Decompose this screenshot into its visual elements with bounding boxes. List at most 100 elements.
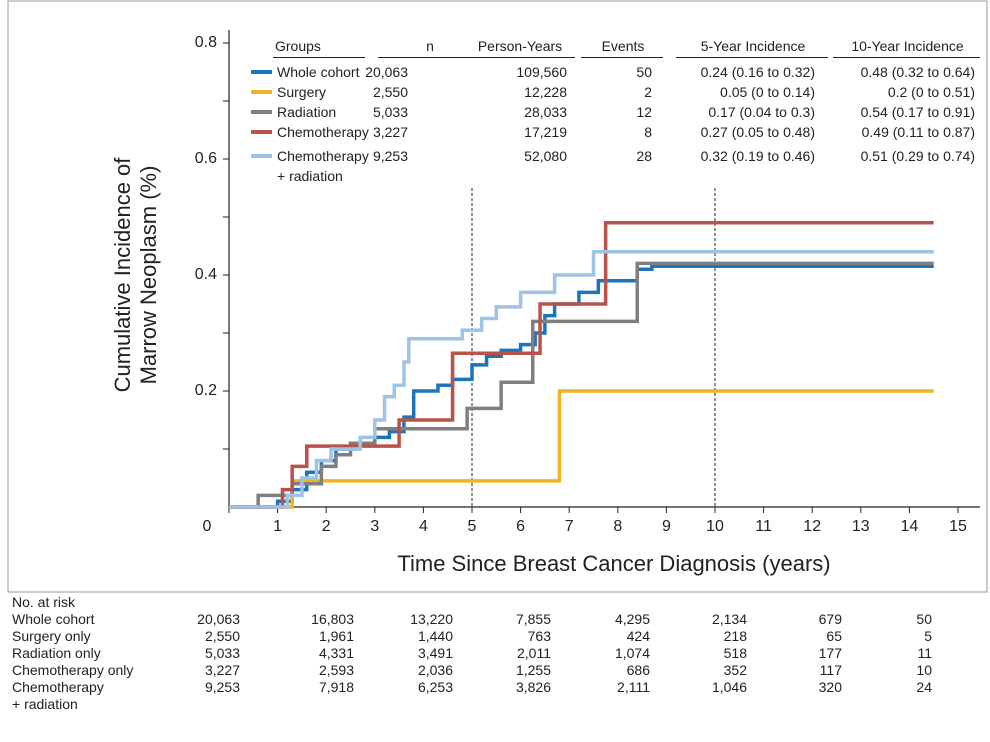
risk-count: 2,036	[417, 662, 453, 678]
legend-value: 28	[636, 148, 652, 164]
legend-value: 0.49 (0.11 to 0.87)	[861, 124, 975, 140]
risk-count: 7,855	[515, 611, 551, 627]
header-rule	[378, 57, 480, 58]
risk-count: 1,961	[318, 628, 354, 644]
risk-count: 3,826	[515, 679, 551, 695]
legend-value: 5,033	[372, 104, 408, 120]
risk-count: 2,550	[204, 628, 240, 644]
y-tick-label: 0.2	[195, 382, 217, 399]
step-line	[229, 221, 934, 509]
legend-value: 8	[644, 124, 652, 140]
risk-label: Whole cohort	[12, 611, 95, 627]
x-tick-label: 15	[949, 518, 967, 535]
header-rule	[581, 57, 663, 58]
legend-value: 0.05 (0 to 0.14)	[720, 84, 815, 100]
legend-header: Groups	[275, 38, 321, 54]
legend-label: Whole cohort	[277, 64, 360, 80]
x-tick-label: 1	[273, 518, 282, 535]
risk-count: 686	[626, 662, 650, 678]
legend-header: Person-Years	[477, 38, 563, 54]
x-tick-label: 12	[803, 518, 821, 535]
legend-value: 52,080	[524, 148, 567, 164]
risk-count: 2,011	[517, 645, 551, 661]
risk-count: 65	[826, 628, 842, 644]
risk-count: 11	[917, 645, 932, 661]
y-axis-label: Cumulative Incidence of	[110, 157, 135, 393]
y-tick-label: 0.4	[195, 266, 217, 283]
risk-count: 763	[527, 628, 551, 644]
legend-value: 0.24 (0.16 to 0.32)	[700, 64, 815, 80]
x-tick-label: 13	[852, 518, 870, 535]
risk-count: 24	[916, 679, 932, 695]
header-rule	[463, 57, 575, 58]
risk-label: Radiation only	[12, 645, 101, 661]
legend-value: 12	[636, 104, 652, 120]
risk-count: 679	[818, 611, 842, 627]
x-tick-label: 2	[322, 518, 331, 535]
risk-label: Chemotherapy only	[12, 662, 134, 678]
x-tick-label: 8	[613, 518, 622, 535]
legend-value: 3,227	[372, 124, 408, 140]
risk-count: 117	[819, 662, 842, 678]
risk-count: 1,074	[614, 645, 650, 661]
risk-count: 20,063	[197, 611, 240, 627]
risk-count: 2,593	[318, 662, 354, 678]
x-tick-label: 9	[662, 518, 671, 535]
y-tick-label: 0.8	[195, 34, 217, 51]
x-tick-label: 4	[419, 518, 428, 535]
step-line	[229, 250, 934, 509]
legend-value: 9,253	[372, 148, 408, 164]
legend-label: Chemotherapy	[277, 124, 369, 140]
risk-count: 3,491	[417, 645, 453, 661]
legend-header: n	[426, 38, 434, 54]
risk-title: No. at risk	[12, 594, 76, 610]
legend-value: 0.54 (0.17 to 0.91)	[860, 104, 975, 120]
legend-value: 109,560	[516, 64, 567, 80]
x-tick-label: 11	[755, 518, 772, 535]
risk-count: 5,033	[204, 645, 240, 661]
x-tick-label: 7	[565, 518, 574, 535]
risk-count: 1,255	[515, 662, 551, 678]
legend-value: 50	[636, 64, 652, 80]
risk-label: Chemotherapy + radiation	[12, 679, 104, 712]
legend-label: Surgery	[277, 84, 327, 100]
risk-count: 424	[626, 628, 650, 644]
risk-count: 9,253	[204, 679, 240, 695]
header-rule	[833, 57, 980, 58]
step-line	[229, 261, 934, 509]
risk-count: 5	[924, 628, 932, 644]
legend-header: Events	[601, 38, 645, 54]
risk-count: 7,918	[318, 679, 354, 695]
y-tick-label: 0.6	[195, 150, 217, 167]
legend-value: 20,063	[365, 64, 408, 80]
x-tick-label: 10	[706, 518, 724, 535]
frame	[7, 0, 988, 593]
risk-count: 13,220	[410, 611, 453, 627]
legend-value: 17,219	[524, 124, 567, 140]
header-rule	[676, 57, 828, 58]
legend-label: Chemotherapy + radiation	[277, 148, 369, 184]
x-axis-label: Time Since Breast Cancer Diagnosis (year…	[397, 551, 830, 576]
legend-value: 0.2 (0 to 0.51)	[887, 84, 975, 100]
risk-count: 2,134	[711, 611, 747, 627]
x-tick-label: 6	[516, 518, 525, 535]
legend-value: 0.51 (0.29 to 0.74)	[860, 148, 975, 164]
risk-count: 2,111	[617, 679, 650, 695]
risk-count: 1,440	[417, 628, 453, 644]
risk-count: 50	[916, 611, 932, 627]
legend-value: 0.32 (0.19 to 0.46)	[700, 148, 815, 164]
legend-value: 12,228	[524, 84, 567, 100]
legend-value: 0.48 (0.32 to 0.64)	[860, 64, 975, 80]
legend-header: 5-Year Incidence	[700, 38, 806, 54]
legend-label: Radiation	[277, 104, 337, 120]
risk-count: 4,331	[318, 645, 354, 661]
risk-count: 320	[818, 679, 842, 695]
risk-count: 6,253	[417, 679, 453, 695]
risk-count: 218	[723, 628, 747, 644]
y-axis-label: Marrow Neoplasm (%)	[136, 166, 161, 385]
risk-count: 177	[818, 645, 842, 661]
risk-label: Surgery only	[12, 628, 91, 644]
legend-value: 2	[644, 84, 652, 100]
